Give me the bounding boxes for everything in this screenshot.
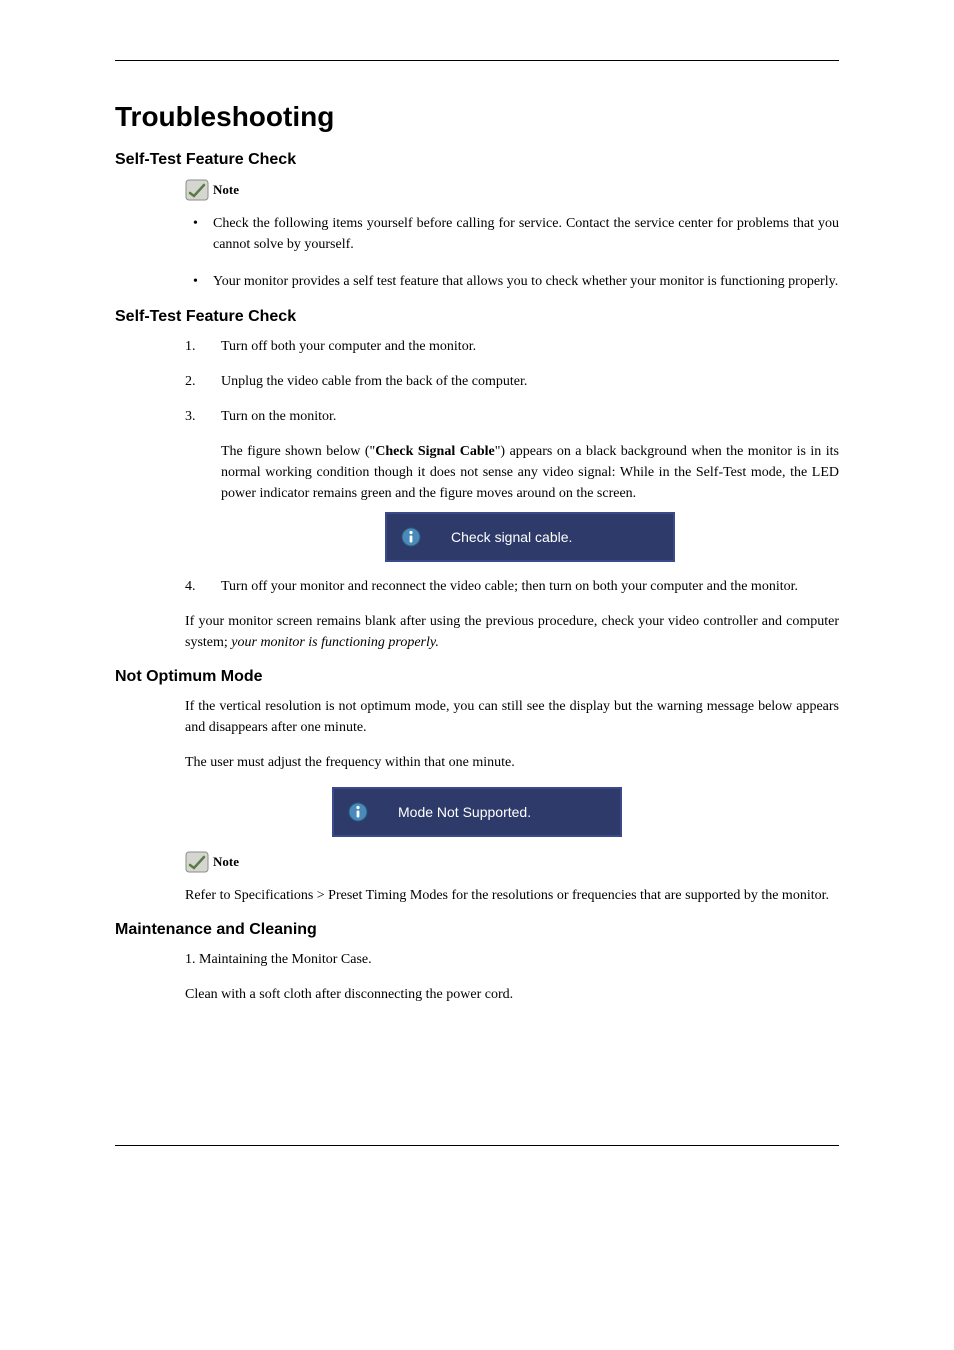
step-text: Turn on the monitor. bbox=[221, 409, 336, 424]
note-label: Note bbox=[213, 182, 239, 198]
note-label: Note bbox=[213, 854, 239, 870]
text-bold: Check Signal Cable bbox=[375, 444, 494, 459]
section-heading-not-optimum: Not Optimum Mode bbox=[115, 668, 839, 686]
text-italic: your monitor is functioning properly. bbox=[231, 635, 439, 650]
step-item: Turn off both your computer and the moni… bbox=[185, 336, 839, 357]
top-horizontal-rule bbox=[115, 60, 839, 61]
section-heading-selftest-2: Self-Test Feature Check bbox=[115, 308, 839, 326]
maintenance-paragraph-2: Clean with a soft cloth after disconnect… bbox=[185, 984, 839, 1005]
step-item: Turn off your monitor and reconnect the … bbox=[185, 576, 839, 597]
bottom-horizontal-rule bbox=[115, 1145, 839, 1146]
info-icon bbox=[401, 527, 421, 547]
not-optimum-paragraph-2: The user must adjust the frequency withi… bbox=[185, 752, 839, 773]
note-icon bbox=[185, 179, 209, 201]
list-item: Check the following items yourself befor… bbox=[185, 213, 839, 255]
section-heading-maintenance: Maintenance and Cleaning bbox=[115, 921, 839, 939]
intro-bullet-list: Check the following items yourself befor… bbox=[185, 213, 839, 292]
osd-mode-not-supported: Mode Not Supported. bbox=[332, 787, 622, 837]
text-fragment: The figure shown below (" bbox=[221, 444, 375, 459]
maintenance-paragraph-1: 1. Maintaining the Monitor Case. bbox=[185, 949, 839, 970]
osd-text: Check signal cable. bbox=[451, 527, 572, 548]
section-heading-selftest-1: Self-Test Feature Check bbox=[115, 151, 839, 169]
page-title: Troubleshooting bbox=[115, 101, 839, 133]
osd-check-signal-cable: Check signal cable. bbox=[385, 512, 675, 562]
osd-text: Mode Not Supported. bbox=[398, 804, 531, 820]
after-steps-paragraph: If your monitor screen remains blank aft… bbox=[185, 611, 839, 653]
step-item: Turn on the monitor. The figure shown be… bbox=[185, 406, 839, 562]
note2-paragraph: Refer to Specifications > Preset Timing … bbox=[185, 885, 839, 906]
note-block-1: Note bbox=[185, 179, 839, 201]
list-item: Your monitor provides a self test featur… bbox=[185, 271, 839, 292]
step-item: Unplug the video cable from the back of … bbox=[185, 371, 839, 392]
note-block-2: Note bbox=[185, 851, 839, 873]
info-icon bbox=[348, 802, 368, 822]
step-detail: The figure shown below ("Check Signal Ca… bbox=[221, 441, 839, 504]
selftest-steps: Turn off both your computer and the moni… bbox=[185, 336, 839, 597]
not-optimum-paragraph-1: If the vertical resolution is not optimu… bbox=[185, 696, 839, 738]
note-icon bbox=[185, 851, 209, 873]
